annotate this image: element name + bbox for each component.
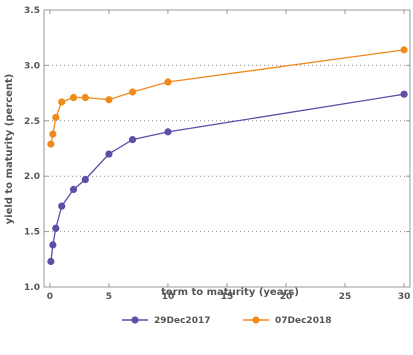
legend-label: 29Dec2017	[154, 316, 210, 326]
data-point-1	[164, 78, 172, 86]
data-point-0	[47, 257, 55, 266]
data-point-0	[52, 224, 60, 232]
data-point-1	[128, 88, 137, 96]
legend-label: 07Dec2018	[275, 316, 331, 326]
data-point-1	[105, 96, 113, 104]
y-axis-title: yield to maturity (percent)	[4, 74, 15, 225]
data-point-0	[105, 150, 113, 158]
series-line-1	[50, 49, 405, 145]
y-tick-label: 1.5	[24, 228, 40, 238]
y-tick-label: 3.0	[24, 61, 40, 71]
y-tick-label: 3.5	[24, 6, 40, 16]
x-tick-label: 30	[398, 292, 411, 302]
x-tick-label: 10	[162, 292, 175, 302]
x-axis-title: term to maturity (years)	[161, 287, 299, 298]
y-tick-label: 1.0	[24, 283, 40, 293]
data-point-1	[52, 113, 60, 122]
data-point-1	[47, 140, 55, 148]
data-point-1	[81, 93, 89, 102]
plot-frame	[43, 9, 411, 288]
legend: 29Dec2017 07Dec2018	[122, 316, 331, 326]
data-point-0	[128, 136, 137, 144]
x-tick-label: 5	[106, 292, 112, 302]
data-point-1	[58, 98, 66, 106]
legend-swatch-marker	[252, 316, 260, 324]
legend-swatch-marker	[131, 316, 139, 324]
data-point-1	[400, 46, 408, 54]
x-tick-label: 15	[221, 292, 234, 302]
data-point-0	[69, 185, 78, 194]
x-tick-label: 20	[280, 292, 293, 302]
data-point-0	[400, 90, 408, 98]
series-layer	[47, 46, 408, 266]
data-point-0	[81, 175, 89, 184]
data-point-0	[49, 241, 57, 249]
data-point-0	[164, 128, 172, 136]
data-point-1	[69, 93, 78, 102]
grid-layer	[44, 64, 410, 233]
y-tick-label: 2.5	[24, 117, 40, 127]
x-tick-label: 25	[339, 292, 352, 302]
series-line-0	[50, 93, 405, 262]
x-tick-label: 0	[47, 292, 53, 302]
data-point-1	[49, 130, 57, 138]
y-tick-label: 2.0	[24, 172, 40, 182]
data-point-0	[58, 202, 66, 210]
axis-layer: 1.0 1.5 2.0 2.5 3.0 3.5 0 5 10 15 20 25 30	[24, 6, 411, 302]
